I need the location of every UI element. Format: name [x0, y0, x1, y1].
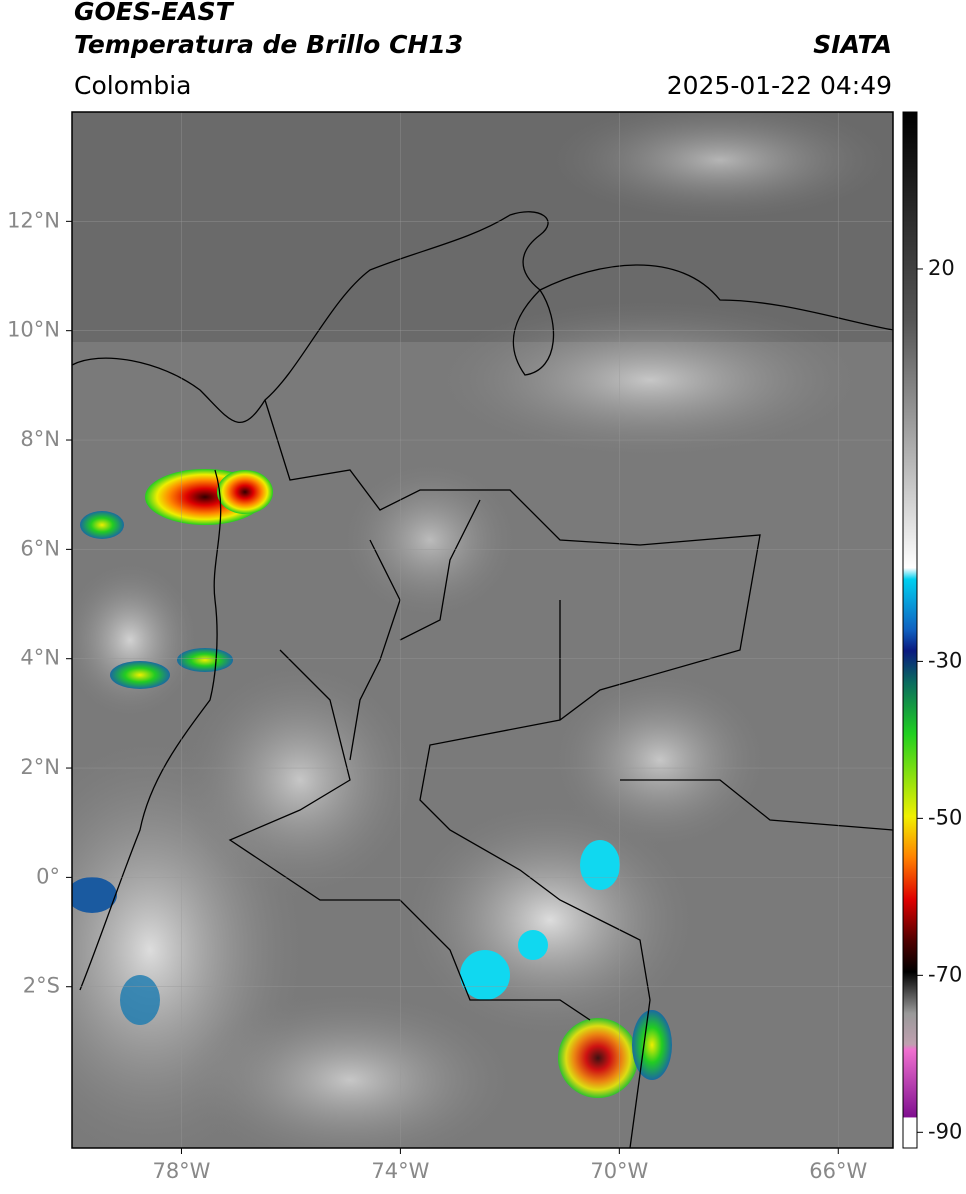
y-tick-label: 0°: [36, 864, 60, 888]
map-frame: [71, 111, 894, 1149]
colorbar-label: -70: [928, 962, 962, 986]
x-tick-label: 74°W: [371, 1159, 429, 1183]
title-line1: GOES-EAST: [74, 0, 235, 26]
satellite-image: [72, 112, 893, 1148]
y-tick-label: 6°N: [20, 536, 60, 560]
colorbar-label: -30: [928, 648, 962, 672]
y-tick-label: 4°N: [20, 646, 60, 670]
x-tick-label: 70°W: [590, 1159, 648, 1183]
colorbar-label: 20: [928, 256, 955, 280]
x-tick-label: 66°W: [809, 1159, 867, 1183]
title-line2: Temperatura de Brillo CH13: [74, 30, 463, 59]
y-tick-label: 10°N: [7, 318, 60, 342]
region: Colombia: [74, 71, 191, 100]
y-tick-label: 12°N: [7, 208, 60, 232]
x-tick-label: 78°W: [152, 1159, 210, 1183]
colorbar-label: -90: [928, 1119, 962, 1143]
source: SIATA: [813, 30, 892, 59]
graticule: [72, 112, 893, 1148]
colorbar-label: -50: [928, 805, 962, 829]
y-tick-label: 2°S: [23, 974, 60, 998]
y-tick-label: 8°N: [20, 427, 60, 451]
colorbar: [902, 111, 918, 1149]
y-tick-label: 2°N: [20, 755, 60, 779]
datetime: 2025-01-22 04:49: [667, 71, 892, 100]
